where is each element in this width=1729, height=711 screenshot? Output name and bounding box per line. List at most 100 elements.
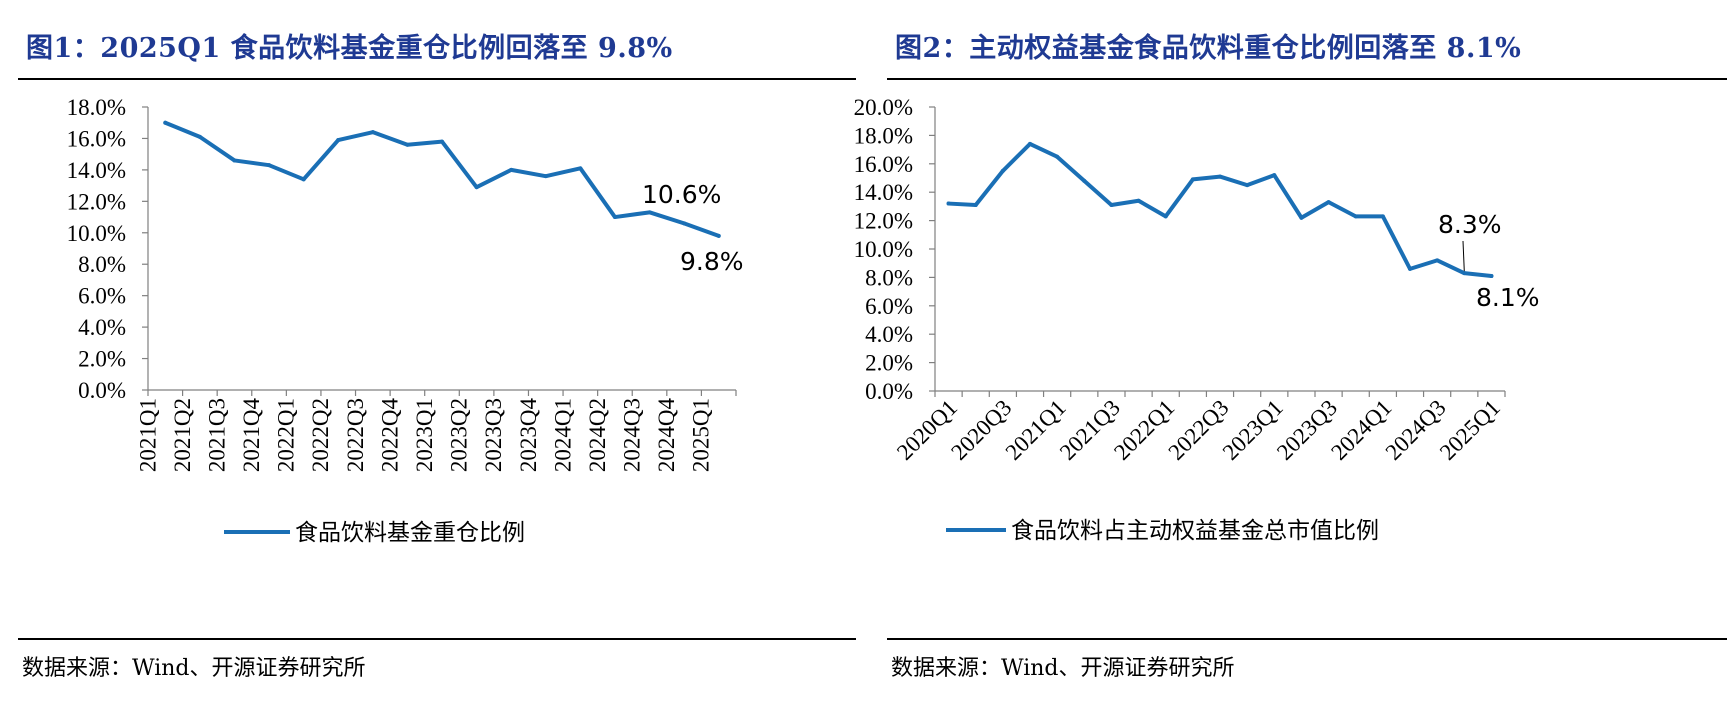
x-tick-label: 2022Q3 [1163, 395, 1233, 465]
x-tick-label: 2024Q1 [1326, 395, 1396, 465]
data-point [1000, 168, 1005, 173]
title-rule [18, 78, 856, 80]
y-tick-label: 4.0% [78, 315, 126, 340]
x-tick-label: 2021Q1 [1001, 395, 1071, 465]
y-tick-label: 18.0% [854, 123, 913, 148]
data-point [612, 215, 617, 220]
data-point [1380, 214, 1385, 219]
series-line [946, 141, 1494, 278]
data-point [1299, 215, 1304, 220]
y-tick-label: 6.0% [78, 284, 126, 309]
data-point [197, 134, 202, 139]
data-point [440, 139, 444, 144]
x-tick-label: 2024Q1 [550, 398, 575, 472]
y-tick-label: 2.0% [78, 347, 126, 372]
x-tick-label: 2021Q1 [135, 398, 160, 472]
figure-title: 图1：2025Q1 食品饮料基金重仓比例回落至 9.8% [26, 33, 673, 64]
x-tick-label: 2024Q3 [1381, 395, 1451, 465]
x-tick-label: 2023Q4 [516, 398, 541, 473]
y-tick-label: 14.0% [854, 180, 913, 205]
x-tick-label: 2021Q4 [239, 398, 264, 473]
data-point [1082, 178, 1087, 183]
x-tick-label: 2022Q3 [343, 398, 368, 472]
y-tick-label: 20.0% [854, 95, 913, 120]
data-point [543, 174, 548, 179]
source-rule [887, 638, 1727, 640]
data-point [1218, 174, 1222, 179]
source-rule [18, 638, 856, 640]
data-point [1272, 173, 1277, 178]
data-point [474, 185, 479, 190]
y-tick-label: 16.0% [854, 152, 913, 177]
data-point [509, 167, 514, 172]
data-point [1245, 183, 1250, 188]
legend-label: 食品饮料占主动权益基金总市值比例 [1011, 518, 1379, 544]
source-note: 数据来源：Wind、开源证券研究所 [22, 656, 366, 681]
x-tick-label: 2022Q1 [1109, 395, 1179, 465]
y-tick-label: 0.0% [78, 378, 126, 403]
x-tick-label: 2025Q1 [689, 398, 714, 472]
x-tick-label: 2023Q3 [1272, 395, 1342, 465]
data-point [1326, 200, 1331, 205]
data-point [1353, 214, 1358, 219]
data-label: 10.6% [642, 180, 721, 209]
chart-2-svg: 0.0% 2.0% 4.0% 6.0% 8.0% 10.0% 12.0% 14.0% 16.0%… [854, 95, 1540, 544]
data-label: 9.8% [680, 247, 744, 276]
data-point [1489, 273, 1494, 278]
y-tick-label: 16.0% [67, 126, 126, 151]
x-tick-label: 2022Q2 [308, 398, 333, 472]
data-label: 8.1% [1476, 283, 1540, 312]
data-point [1109, 202, 1114, 207]
data-point [1190, 177, 1195, 182]
annotation-leader [1462, 240, 1465, 272]
x-tick-label: 2022Q4 [377, 398, 402, 473]
x-tick-label: 2025Q1 [1435, 395, 1505, 465]
data-label: 8.3% [1438, 210, 1502, 239]
data-point [301, 177, 306, 182]
data-point [1163, 214, 1168, 219]
x-tick-label: 2020Q3 [946, 395, 1016, 465]
data-point [578, 166, 583, 171]
data-point [1408, 266, 1412, 271]
x-tick-label: 2021Q3 [204, 398, 229, 472]
x-tick-label: 2021Q2 [170, 398, 195, 472]
x-tick-label: 2023Q1 [412, 398, 437, 472]
y-tick-label: 6.0% [865, 294, 913, 319]
x-tick-label: 2022Q1 [274, 398, 299, 472]
chart-1-svg: 0.0% 2.0% 4.0% 6.0% 8.0% 10.0% 12.0% 14.0% 16.0%… [67, 95, 744, 546]
data-point [1028, 141, 1032, 146]
data-point [682, 221, 687, 226]
data-point [1055, 154, 1060, 159]
y-tick-label: 8.0% [78, 252, 126, 277]
y-tick-label: 10.0% [67, 221, 126, 246]
y-tick-label: 4.0% [865, 322, 913, 347]
x-tick-label: 2024Q3 [620, 398, 645, 472]
data-point [1435, 258, 1440, 263]
data-point [232, 158, 237, 163]
x-tick-label: 2023Q2 [447, 398, 472, 472]
x-tick-label: 2024Q4 [654, 398, 679, 473]
x-tick-label: 2023Q1 [1218, 395, 1288, 465]
y-tick-label: 2.0% [865, 351, 913, 376]
y-tick-label: 18.0% [67, 95, 126, 120]
y-tick-label: 12.0% [854, 209, 913, 234]
y-tick-label: 8.0% [865, 265, 913, 290]
data-point [946, 201, 951, 206]
data-point [1462, 271, 1467, 276]
data-point [647, 210, 652, 215]
source-note: 数据来源：Wind、开源证券研究所 [891, 656, 1235, 681]
data-point [163, 120, 168, 125]
y-tick-label: 12.0% [67, 189, 126, 214]
y-tick-label: 14.0% [67, 158, 126, 183]
data-point [405, 142, 410, 147]
x-tick-label: 2020Q1 [892, 395, 962, 465]
x-tick-label: 2021Q3 [1055, 395, 1125, 465]
data-point [1136, 198, 1141, 203]
data-point [267, 163, 272, 168]
y-tick-label: 10.0% [854, 237, 913, 262]
x-tick-label: 2023Q3 [481, 398, 506, 472]
x-tick-label: 2024Q2 [585, 398, 610, 472]
figure-title: 图2：主动权益基金食品饮料重仓比例回落至 8.1% [895, 33, 1522, 64]
title-rule [887, 78, 1727, 80]
data-point [370, 130, 375, 135]
